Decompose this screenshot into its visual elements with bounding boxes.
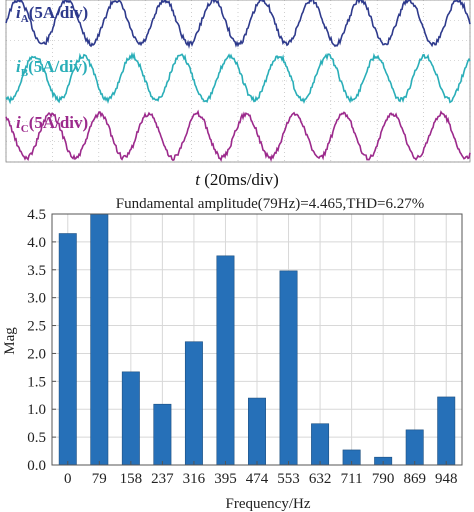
x-tick-label: 790: [372, 471, 395, 487]
bar-948: [437, 396, 456, 466]
x-tick-label: 316: [183, 471, 206, 487]
x-axis-label: Frequency/Hz: [226, 496, 311, 512]
scope-frame: [5, 0, 471, 163]
trace-subscript: A: [21, 13, 29, 25]
x-tick-label: 948: [435, 471, 458, 487]
y-tick-label: 0.0: [27, 458, 46, 474]
x-tick-label: 79: [92, 471, 107, 487]
y-tick-label: 0.5: [27, 430, 46, 446]
chart-title: Fundamental amplitude(79Hz)=4.465,THD=6.…: [116, 196, 425, 212]
x-tick-label: 0: [64, 471, 72, 487]
y-tick-label: 3.5: [27, 263, 46, 279]
time-axis-label: t (20ms/div): [195, 170, 279, 189]
x-tick-label: 553: [277, 471, 300, 487]
trace-scale: (5A/div): [29, 113, 89, 132]
x-tick-label: 237: [151, 471, 174, 487]
plot-frame: [51, 213, 463, 466]
scope-trace-labels: iA(5A/div)iB(5A/div)iC(5A/div): [16, 3, 88, 135]
trace-label-b: iB(5A/div): [16, 57, 88, 79]
y-axis-label: Mag: [2, 327, 18, 355]
chart-bars: [58, 213, 456, 466]
y-tick-label: 3.0: [27, 291, 46, 307]
y-tick-label: 2.5: [27, 319, 46, 335]
x-tick-label: 395: [214, 471, 237, 487]
trace-var: i: [16, 113, 21, 132]
waveform-trace-a: [5, 0, 471, 49]
x-tick-label: 869: [403, 471, 426, 487]
x-tick-label: 711: [341, 471, 363, 487]
bar-237: [153, 403, 172, 466]
trace-scale: (5A/div): [29, 3, 89, 22]
trace-var: i: [16, 3, 21, 22]
bar-395: [216, 255, 235, 466]
bar-632: [311, 423, 330, 466]
time-axis-var: t: [195, 170, 201, 189]
bar-0: [58, 233, 77, 466]
bar-79: [90, 213, 109, 466]
trace-subscript: C: [21, 123, 29, 135]
bar-474: [248, 397, 266, 466]
trace-scale: (5A/div): [28, 57, 88, 76]
waveform-trace-b: [5, 51, 471, 105]
trace-subscript: B: [21, 67, 29, 79]
y-tick-label: 1.5: [27, 374, 46, 390]
y-tick-label: 4.5: [27, 207, 46, 223]
x-tick-label: 632: [309, 471, 332, 487]
fft-bar-chart: Fundamental amplitude(79Hz)=4.465,THD=6.…: [2, 196, 463, 512]
bar-553: [279, 270, 298, 466]
waveform-trace-c: [5, 109, 471, 162]
trace-var: i: [16, 57, 21, 76]
time-axis-scale: (20ms/div): [200, 170, 279, 189]
y-tick-label: 1.0: [27, 402, 46, 418]
y-axis-ticks: 0.0 0.5 1.0 1.5 2.0 2.5 3.0 3.5 4.0 4.5: [27, 207, 56, 474]
bar-316: [184, 341, 203, 466]
scope-waveforms: [5, 0, 471, 162]
x-tick-label: 474: [246, 471, 269, 487]
trace-label-c: iC(5A/div): [16, 113, 88, 135]
oscilloscope-panel: iA(5A/div)iB(5A/div)iC(5A/div) t (20ms/d…: [0, 0, 474, 195]
y-tick-label: 2.0: [27, 346, 46, 362]
bar-869: [405, 429, 424, 466]
y-tick-label: 4.0: [27, 235, 46, 251]
bar-158: [121, 371, 140, 466]
x-tick-label: 158: [120, 471, 143, 487]
x-axis-ticks: 0 79 158 237 316 395 474 553 632 711 790 869 948: [64, 461, 457, 487]
trace-label-a: iA(5A/div): [16, 3, 88, 25]
